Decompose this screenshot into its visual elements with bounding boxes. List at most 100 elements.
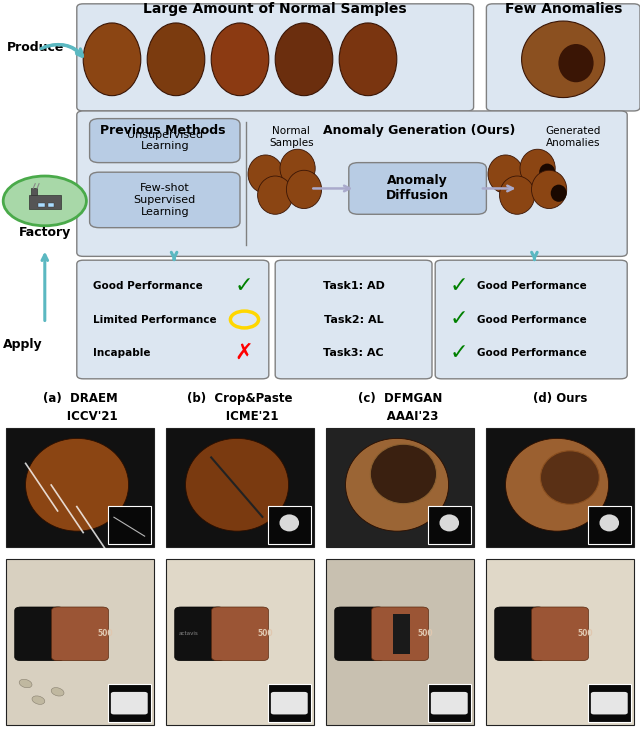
FancyBboxPatch shape bbox=[271, 692, 308, 715]
Text: 500: 500 bbox=[98, 629, 113, 638]
Ellipse shape bbox=[540, 163, 556, 181]
FancyBboxPatch shape bbox=[77, 111, 627, 256]
FancyBboxPatch shape bbox=[335, 607, 385, 661]
FancyBboxPatch shape bbox=[275, 260, 432, 379]
Text: Limited Performance: Limited Performance bbox=[93, 314, 216, 325]
Bar bbox=[108, 506, 151, 544]
Text: Incapable: Incapable bbox=[93, 348, 150, 358]
Bar bbox=[268, 684, 311, 722]
Ellipse shape bbox=[531, 170, 567, 209]
Ellipse shape bbox=[51, 687, 64, 696]
Bar bbox=[166, 559, 314, 725]
FancyBboxPatch shape bbox=[52, 607, 109, 661]
Ellipse shape bbox=[488, 155, 524, 193]
Ellipse shape bbox=[275, 23, 333, 96]
Text: Few Anomalies: Few Anomalies bbox=[504, 2, 622, 16]
Ellipse shape bbox=[287, 170, 322, 209]
Text: Good Performance: Good Performance bbox=[477, 314, 586, 325]
Text: Produce: Produce bbox=[6, 42, 64, 54]
Ellipse shape bbox=[32, 696, 45, 704]
Text: Good Performance: Good Performance bbox=[93, 281, 202, 291]
Ellipse shape bbox=[558, 44, 594, 82]
Ellipse shape bbox=[520, 149, 556, 187]
FancyBboxPatch shape bbox=[486, 4, 640, 111]
Text: Normal
Samples: Normal Samples bbox=[269, 126, 314, 148]
Text: ICCV'21: ICCV'21 bbox=[42, 409, 118, 423]
Bar bbox=[38, 203, 45, 207]
FancyBboxPatch shape bbox=[431, 692, 468, 715]
Text: Good Performance: Good Performance bbox=[477, 281, 586, 291]
Bar bbox=[428, 684, 471, 722]
Ellipse shape bbox=[506, 438, 609, 531]
Text: Anomaly Generation (Ours): Anomaly Generation (Ours) bbox=[323, 124, 515, 137]
Text: (c)  DFMGAN: (c) DFMGAN bbox=[358, 392, 442, 405]
Text: Few-shot
Supervised
Learning: Few-shot Supervised Learning bbox=[134, 184, 196, 216]
Text: Factory: Factory bbox=[19, 226, 71, 239]
Bar bbox=[588, 506, 631, 544]
Text: ICME'21: ICME'21 bbox=[201, 409, 279, 423]
Text: ✗: ✗ bbox=[234, 343, 253, 363]
Bar bbox=[326, 559, 474, 725]
Ellipse shape bbox=[280, 514, 299, 531]
Ellipse shape bbox=[26, 438, 129, 531]
Text: actavis: actavis bbox=[179, 632, 198, 636]
Ellipse shape bbox=[211, 23, 269, 96]
FancyBboxPatch shape bbox=[90, 119, 240, 163]
Bar bbox=[31, 188, 37, 195]
Ellipse shape bbox=[371, 444, 436, 504]
Ellipse shape bbox=[339, 23, 397, 96]
Bar bbox=[29, 195, 61, 209]
Bar bbox=[486, 428, 634, 547]
Text: Previous Methods: Previous Methods bbox=[100, 124, 226, 137]
Ellipse shape bbox=[440, 514, 459, 531]
Text: 500: 500 bbox=[258, 629, 273, 638]
Ellipse shape bbox=[600, 514, 619, 531]
Text: Generated
Anomalies: Generated Anomalies bbox=[545, 126, 600, 148]
Text: Unsupervised
Learning: Unsupervised Learning bbox=[127, 130, 203, 152]
Text: (b)  Crop&Paste: (b) Crop&Paste bbox=[188, 392, 292, 405]
Text: Large Amount of Normal Samples: Large Amount of Normal Samples bbox=[143, 2, 407, 16]
Ellipse shape bbox=[550, 184, 567, 202]
FancyBboxPatch shape bbox=[15, 607, 64, 661]
Text: 500: 500 bbox=[578, 629, 593, 638]
Text: Task3: AC: Task3: AC bbox=[323, 348, 384, 358]
Ellipse shape bbox=[540, 451, 599, 504]
FancyBboxPatch shape bbox=[531, 607, 589, 661]
Bar bbox=[48, 203, 54, 207]
Text: (d) Ours: (d) Ours bbox=[533, 392, 587, 405]
Text: Anomaly
Diffusion: Anomaly Diffusion bbox=[386, 175, 449, 202]
Text: Task1: AD: Task1: AD bbox=[323, 281, 385, 291]
FancyBboxPatch shape bbox=[349, 163, 486, 214]
FancyBboxPatch shape bbox=[77, 260, 269, 379]
Ellipse shape bbox=[19, 679, 32, 688]
Circle shape bbox=[3, 176, 86, 226]
FancyBboxPatch shape bbox=[435, 260, 627, 379]
FancyBboxPatch shape bbox=[90, 172, 240, 227]
Ellipse shape bbox=[186, 438, 289, 531]
Bar bbox=[393, 614, 410, 654]
Bar bbox=[588, 684, 631, 722]
FancyBboxPatch shape bbox=[111, 692, 148, 715]
FancyBboxPatch shape bbox=[175, 607, 225, 661]
Text: Good Performance: Good Performance bbox=[477, 348, 586, 358]
Text: ✓: ✓ bbox=[449, 343, 468, 363]
FancyBboxPatch shape bbox=[591, 692, 628, 715]
FancyBboxPatch shape bbox=[371, 607, 429, 661]
Bar bbox=[6, 559, 154, 725]
Text: Apply: Apply bbox=[3, 338, 43, 351]
Ellipse shape bbox=[147, 23, 205, 96]
Text: ✓: ✓ bbox=[449, 276, 468, 296]
Bar bbox=[486, 559, 634, 725]
Ellipse shape bbox=[257, 176, 293, 214]
FancyBboxPatch shape bbox=[77, 4, 474, 111]
Ellipse shape bbox=[280, 149, 316, 187]
Text: (a)  DRAEM: (a) DRAEM bbox=[43, 392, 117, 405]
Bar bbox=[108, 684, 151, 722]
Text: AAAI'23: AAAI'23 bbox=[362, 409, 438, 423]
Ellipse shape bbox=[522, 21, 605, 97]
Bar bbox=[6, 428, 154, 547]
Bar bbox=[268, 506, 311, 544]
Bar bbox=[166, 428, 314, 547]
Bar bbox=[428, 506, 471, 544]
Text: Task2: AL: Task2: AL bbox=[324, 314, 383, 325]
